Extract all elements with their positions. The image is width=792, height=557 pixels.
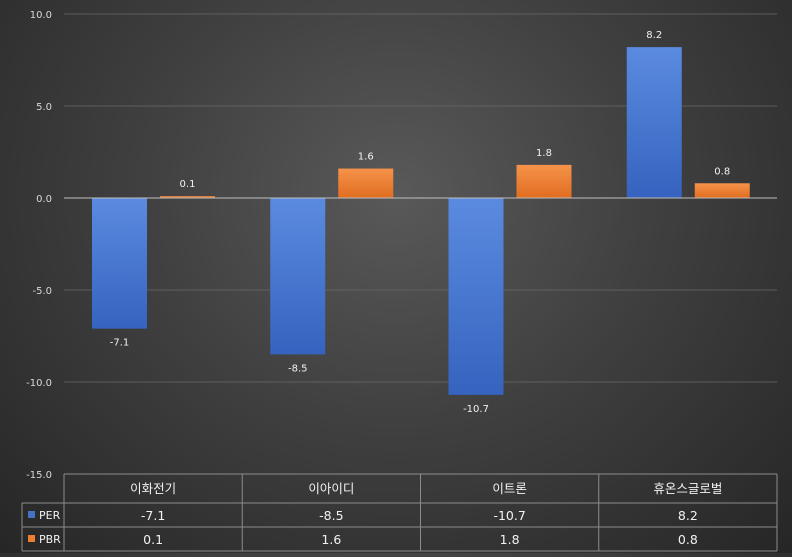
data-label: 8.2	[646, 30, 662, 41]
bar-pbr	[160, 196, 215, 198]
bar-per	[448, 198, 504, 395]
table-value-cell: 0.1	[143, 532, 163, 547]
data-label: 1.8	[536, 148, 552, 159]
bar-pbr	[516, 164, 572, 198]
data-label: 0.1	[180, 179, 196, 190]
data-label: -10.7	[463, 404, 489, 415]
data-label: 1.6	[358, 152, 374, 163]
legend-key-per	[28, 511, 35, 518]
y-tick-label: 5.0	[36, 102, 52, 113]
table-value-cell: -10.7	[493, 508, 525, 523]
table-value-cell: 0.8	[678, 532, 698, 547]
table-value-cell: -7.1	[141, 508, 165, 523]
y-tick-label: -15.0	[26, 470, 52, 481]
bar-per	[626, 47, 682, 199]
y-tick-label: -10.0	[26, 378, 52, 389]
table-header-cell: 이트론	[492, 481, 527, 496]
table-header-cell: 이아이디	[308, 481, 354, 496]
legend-label: PBR	[39, 533, 61, 546]
bar-pbr	[694, 183, 750, 198]
table-header-cell: 휴온스글로벌	[653, 481, 722, 496]
table-value-cell: 8.2	[678, 508, 698, 523]
table-header-cell: 이화전기	[130, 481, 176, 496]
data-label: 0.8	[714, 166, 730, 177]
table-value-cell: -8.5	[319, 508, 343, 523]
data-label: -7.1	[110, 338, 130, 349]
y-tick-label: 10.0	[30, 10, 52, 21]
legend-label: PER	[39, 509, 61, 522]
y-tick-label: -5.0	[32, 286, 52, 297]
bar-per	[92, 198, 147, 329]
legend-key-pbr	[28, 535, 35, 542]
bar-per	[270, 198, 326, 355]
table-value-cell: 1.6	[321, 532, 341, 547]
data-label: -8.5	[288, 363, 308, 374]
bar-pbr	[338, 168, 394, 198]
y-tick-label: 0.0	[36, 194, 52, 205]
table-value-cell: 1.8	[500, 532, 520, 547]
